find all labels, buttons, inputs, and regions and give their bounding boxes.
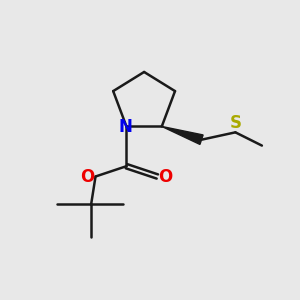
Text: N: N (118, 118, 133, 136)
Text: O: O (80, 168, 94, 186)
Polygon shape (162, 126, 203, 144)
Text: S: S (230, 114, 242, 132)
Text: O: O (158, 168, 173, 186)
